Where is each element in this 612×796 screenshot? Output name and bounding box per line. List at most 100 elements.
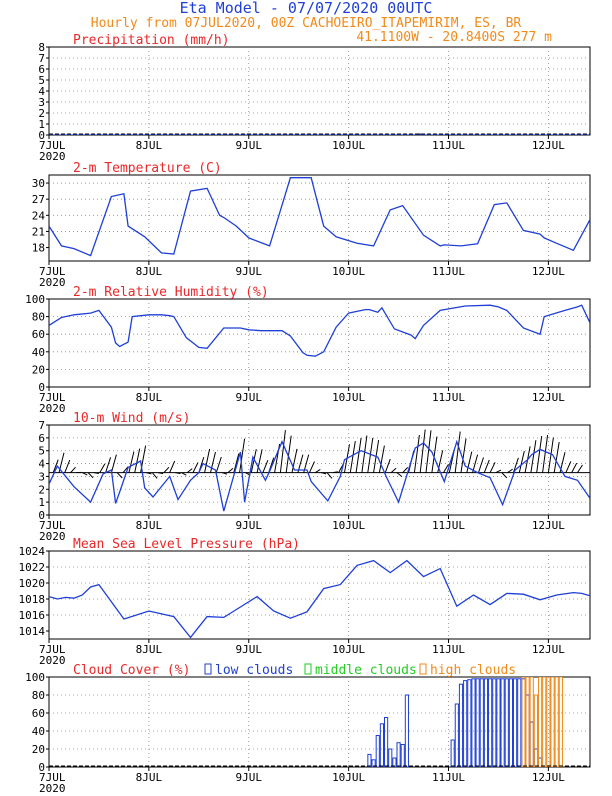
cloud-bar: [367, 753, 372, 767]
cloud-bar: [517, 678, 522, 767]
panel-title: 2-m Temperature (C): [73, 161, 222, 176]
panel-title: Precipitation (mm/h): [73, 33, 230, 48]
cloud-bar: [504, 678, 509, 767]
x-tick-label: 12JUL: [532, 265, 565, 278]
cloud-bar: [492, 678, 497, 767]
cloud-bar: [500, 678, 505, 767]
y-tick-label: 8: [38, 41, 45, 54]
x-tick-label: 9JUL: [236, 139, 263, 152]
x-tick-label: 7JUL: [39, 139, 66, 152]
x-tick-label: 10JUL: [332, 643, 365, 656]
x-tick-label: 8JUL: [136, 643, 163, 656]
series-line: [49, 304, 590, 357]
y-tick-label: 40: [32, 346, 45, 359]
panel-5: 1014 1016 1018 1020 1022 1024 7JUL 8JUL 9JUL 10JU…: [19, 537, 591, 667]
y-tick-label: 21: [32, 225, 45, 238]
x-tick-label: 10JUL: [332, 519, 365, 532]
x-tick-label: 10JUL: [332, 391, 365, 404]
y-tick-label: 6: [38, 432, 45, 445]
cloud-bar: [471, 678, 476, 767]
y-tick-label: 7: [38, 52, 45, 65]
y-tick-label: 0: [38, 381, 45, 394]
panel-title: Mean Sea Level Pressure (hPa): [73, 537, 300, 552]
x-tick-label: 10JUL: [332, 265, 365, 278]
cloud-bar: [400, 744, 405, 767]
cloud-bar: [375, 735, 380, 767]
cloud-bar: [454, 703, 459, 767]
y-tick-label: 20: [32, 363, 45, 376]
cloud-bar: [533, 694, 538, 767]
x-tick-label: 8JUL: [136, 391, 163, 404]
y-tick-label: 27: [32, 193, 45, 206]
x-tick-label: 12JUL: [532, 519, 565, 532]
y-tick-label: 80: [32, 689, 45, 702]
y-tick-label: 1: [38, 118, 45, 131]
cloud-bar: [529, 677, 534, 767]
y-tick-label: 1024: [19, 545, 46, 558]
cloud-bar: [521, 677, 526, 767]
cloud-bar: [546, 677, 551, 767]
y-tick-label: 6: [38, 63, 45, 76]
cloud-bar: [467, 679, 472, 767]
y-tick-label: 0: [38, 761, 45, 774]
plot-frame: [48, 676, 591, 768]
y-tick-label: 0: [38, 129, 45, 142]
cloud-bar: [379, 723, 385, 767]
x-tick-label: 8JUL: [136, 771, 163, 784]
cloud-bar: [483, 678, 489, 767]
legend-swatch: [419, 663, 427, 675]
x-tick-label: 8JUL: [136, 139, 163, 152]
x-year-label: 2020: [39, 782, 66, 792]
location-coordinates: 41.1100W - 20.8400S 277 m: [356, 30, 552, 45]
y-tick-label: 1: [38, 496, 45, 509]
x-tick-label: 9JUL: [236, 265, 263, 278]
y-tick-label: 100: [25, 293, 45, 306]
plot-area: [49, 304, 590, 357]
chart-title: Eta Model - 07/07/2020 00UTC: [180, 0, 433, 17]
x-tick-label: 9JUL: [236, 519, 263, 532]
cloud-bar: [496, 678, 501, 767]
legend-swatch: [204, 663, 212, 675]
cloud-bar: [513, 678, 518, 767]
legend-label: high clouds: [430, 663, 516, 678]
x-tick-label: 7JUL: [39, 519, 66, 532]
x-tick-label: 10JUL: [332, 771, 365, 784]
y-tick-label: 1020: [19, 577, 46, 590]
y-tick-label: 24: [32, 209, 46, 222]
x-tick-label: 9JUL: [236, 643, 263, 656]
plot-area: [49, 677, 590, 767]
cloud-bar: [488, 678, 493, 767]
x-tick-label: 12JUL: [532, 139, 565, 152]
cloud-bar: [554, 677, 559, 767]
plot-frame: [48, 298, 591, 388]
x-tick-label: 9JUL: [236, 771, 263, 784]
x-tick-label: 10JUL: [332, 139, 365, 152]
panel-title: 10-m Wind (m/s): [73, 411, 190, 426]
y-tick-label: 4: [38, 85, 45, 98]
x-year-label: 2020: [39, 276, 66, 289]
plot-frame: [48, 550, 591, 640]
y-tick-label: 3: [38, 96, 45, 109]
cloud-bar: [463, 680, 468, 767]
x-tick-label: 7JUL: [39, 771, 66, 784]
cloud-bar: [525, 677, 530, 767]
y-tick-label: 4: [38, 458, 45, 471]
x-tick-label: 8JUL: [136, 519, 163, 532]
plot-area: [49, 429, 590, 512]
y-tick-label: 0: [38, 509, 45, 522]
x-year-label: 2020: [39, 402, 66, 415]
panel-3: 0 20 40 60 80 100 7JUL 8JUL 9JUL 10JUL 11JUL 12JUL 2…: [25, 285, 591, 415]
y-tick-label: 2: [38, 483, 45, 496]
chart-subtitle: Hourly from 07JUL2020, 00Z CACHOEIRO_ITA…: [91, 16, 522, 31]
cloud-bar: [450, 739, 455, 767]
y-tick-label: 3: [38, 470, 45, 483]
cloud-bar: [371, 759, 376, 767]
x-tick-label: 12JUL: [532, 643, 565, 656]
y-tick-label: 5: [38, 74, 45, 87]
series-line: [49, 133, 590, 135]
legend-label: low clouds: [215, 663, 293, 678]
y-tick-label: 20: [32, 743, 45, 756]
y-tick-label: 100: [25, 671, 45, 684]
